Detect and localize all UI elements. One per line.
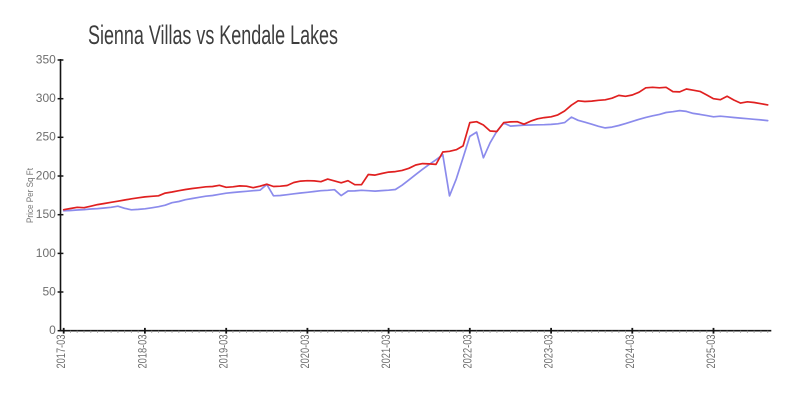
svg-text:Price Per Sq Ft: Price Per Sq Ft <box>25 168 36 223</box>
svg-text:250: 250 <box>36 130 56 144</box>
svg-text:200: 200 <box>36 168 56 182</box>
svg-text:300: 300 <box>36 91 56 105</box>
svg-text:350: 350 <box>36 52 56 66</box>
svg-text:50: 50 <box>42 284 56 298</box>
svg-text:2017-03: 2017-03 <box>54 334 68 368</box>
svg-text:2018-03: 2018-03 <box>135 334 149 368</box>
svg-text:100: 100 <box>36 246 56 260</box>
svg-text:2024-03: 2024-03 <box>623 334 637 368</box>
svg-text:0: 0 <box>49 323 56 337</box>
svg-text:2021-03: 2021-03 <box>379 334 393 368</box>
svg-text:2020-03: 2020-03 <box>298 334 312 368</box>
svg-text:2025-03: 2025-03 <box>704 334 718 368</box>
svg-text:2023-03: 2023-03 <box>542 334 556 368</box>
svg-text:2022-03: 2022-03 <box>460 334 474 368</box>
svg-text:2019-03: 2019-03 <box>217 334 231 368</box>
svg-text:Sienna Villas vs Kendale Lakes: Sienna Villas vs Kendale Lakes <box>88 20 338 50</box>
svg-text:150: 150 <box>36 207 56 221</box>
